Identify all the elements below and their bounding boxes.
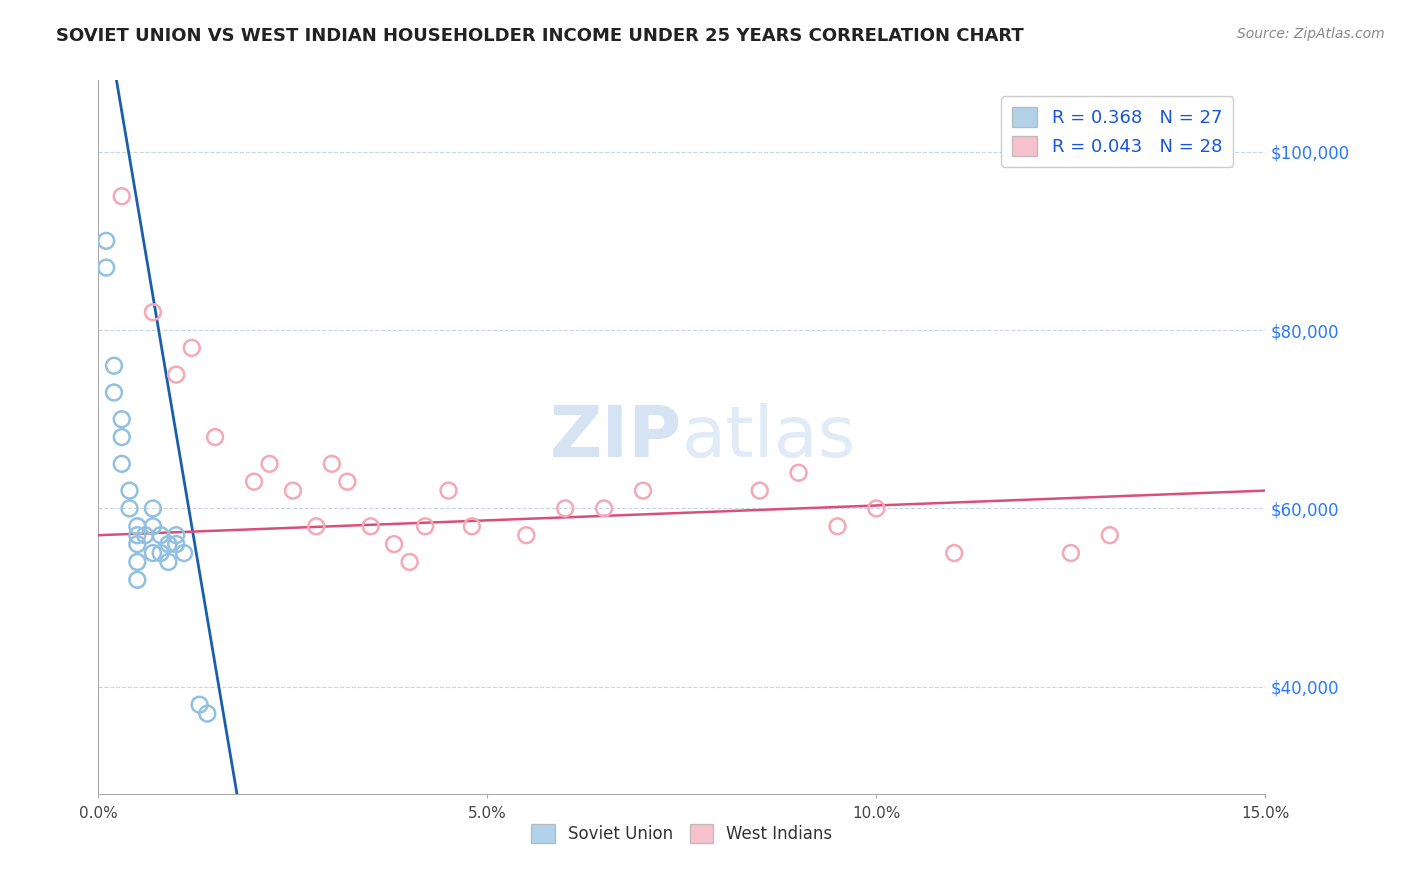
Point (787, 466, 810, 480)
Point (127, 537, 149, 551)
Point (748, 483, 770, 498)
Point (165, 528, 187, 542)
Text: SOVIET UNION VS WEST INDIAN HOUSEHOLDER INCOME UNDER 25 YEARS CORRELATION CHART: SOVIET UNION VS WEST INDIAN HOUSEHOLDER … (56, 27, 1024, 45)
Point (149, 528, 172, 542)
Point (118, 501, 141, 516)
Text: atlas: atlas (682, 402, 856, 472)
Point (204, 430, 226, 444)
Point (149, 546, 172, 560)
Point (554, 501, 576, 516)
Point (134, 528, 156, 542)
Point (111, 189, 134, 203)
Point (111, 457, 134, 471)
Point (96, 234, 118, 248)
Point (1060, 546, 1083, 560)
Point (461, 519, 484, 533)
Text: ZIP: ZIP (550, 402, 682, 472)
Point (336, 475, 359, 489)
Point (195, 706, 218, 721)
Text: Source: ZipAtlas.com: Source: ZipAtlas.com (1237, 27, 1385, 41)
Point (1098, 528, 1121, 542)
Point (180, 341, 202, 355)
Point (259, 457, 281, 471)
Legend: Soviet Union, West Indians: Soviet Union, West Indians (524, 818, 839, 850)
Point (173, 546, 195, 560)
Point (118, 483, 141, 498)
Point (111, 412, 134, 426)
Point (127, 555, 149, 569)
Point (103, 359, 125, 373)
Point (398, 555, 420, 569)
Point (127, 519, 149, 533)
Point (413, 519, 436, 533)
Point (157, 537, 180, 551)
Point (142, 546, 165, 560)
Point (943, 546, 966, 560)
Point (593, 501, 616, 516)
Point (631, 483, 654, 498)
Point (382, 537, 405, 551)
Point (142, 305, 165, 319)
Point (165, 368, 187, 382)
Point (96, 260, 118, 275)
Point (437, 483, 460, 498)
Point (111, 430, 134, 444)
Point (827, 519, 849, 533)
Point (127, 573, 149, 587)
Point (360, 519, 382, 533)
Point (281, 483, 304, 498)
Point (103, 385, 125, 400)
Point (142, 519, 165, 533)
Point (321, 457, 343, 471)
Point (157, 555, 180, 569)
Point (127, 528, 149, 542)
Point (142, 501, 165, 516)
Point (865, 501, 887, 516)
Point (305, 519, 328, 533)
Point (165, 537, 187, 551)
Point (188, 698, 211, 712)
Point (243, 475, 266, 489)
Point (515, 528, 537, 542)
